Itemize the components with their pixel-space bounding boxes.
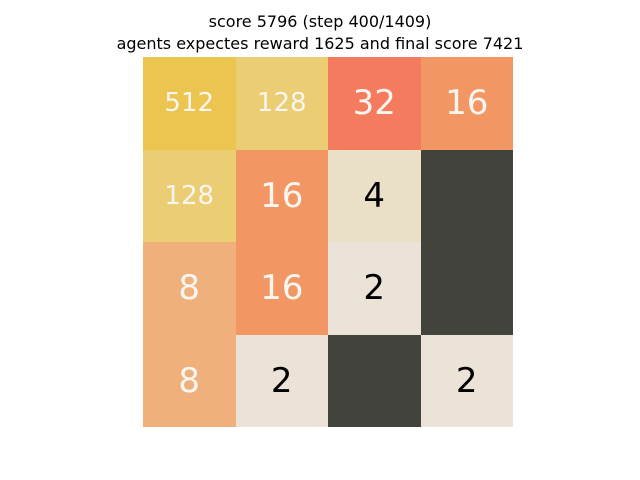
score-title: score 5796 (step 400/1409)	[208, 12, 432, 31]
tile-16: 16	[420, 57, 513, 150]
expected-reward-title: agents expectes reward 1625 and final sc…	[116, 34, 524, 53]
tile-128: 128	[143, 149, 236, 242]
tile-16: 16	[235, 149, 328, 242]
tile-128: 128	[235, 57, 328, 150]
empty-tile	[328, 334, 421, 427]
tile-16: 16	[235, 242, 328, 335]
tile-4: 4	[328, 149, 421, 242]
tile-8: 8	[143, 334, 236, 427]
tile-2: 2	[328, 242, 421, 335]
empty-tile	[420, 149, 513, 242]
tile-32: 32	[328, 57, 421, 150]
game-board: 512 128 32 16 128 16 4 8 16 2 8 2 2	[143, 57, 513, 427]
tile-2: 2	[420, 334, 513, 427]
tile-512: 512	[143, 57, 236, 150]
tile-8: 8	[143, 242, 236, 335]
empty-tile	[420, 242, 513, 335]
tile-2: 2	[235, 334, 328, 427]
